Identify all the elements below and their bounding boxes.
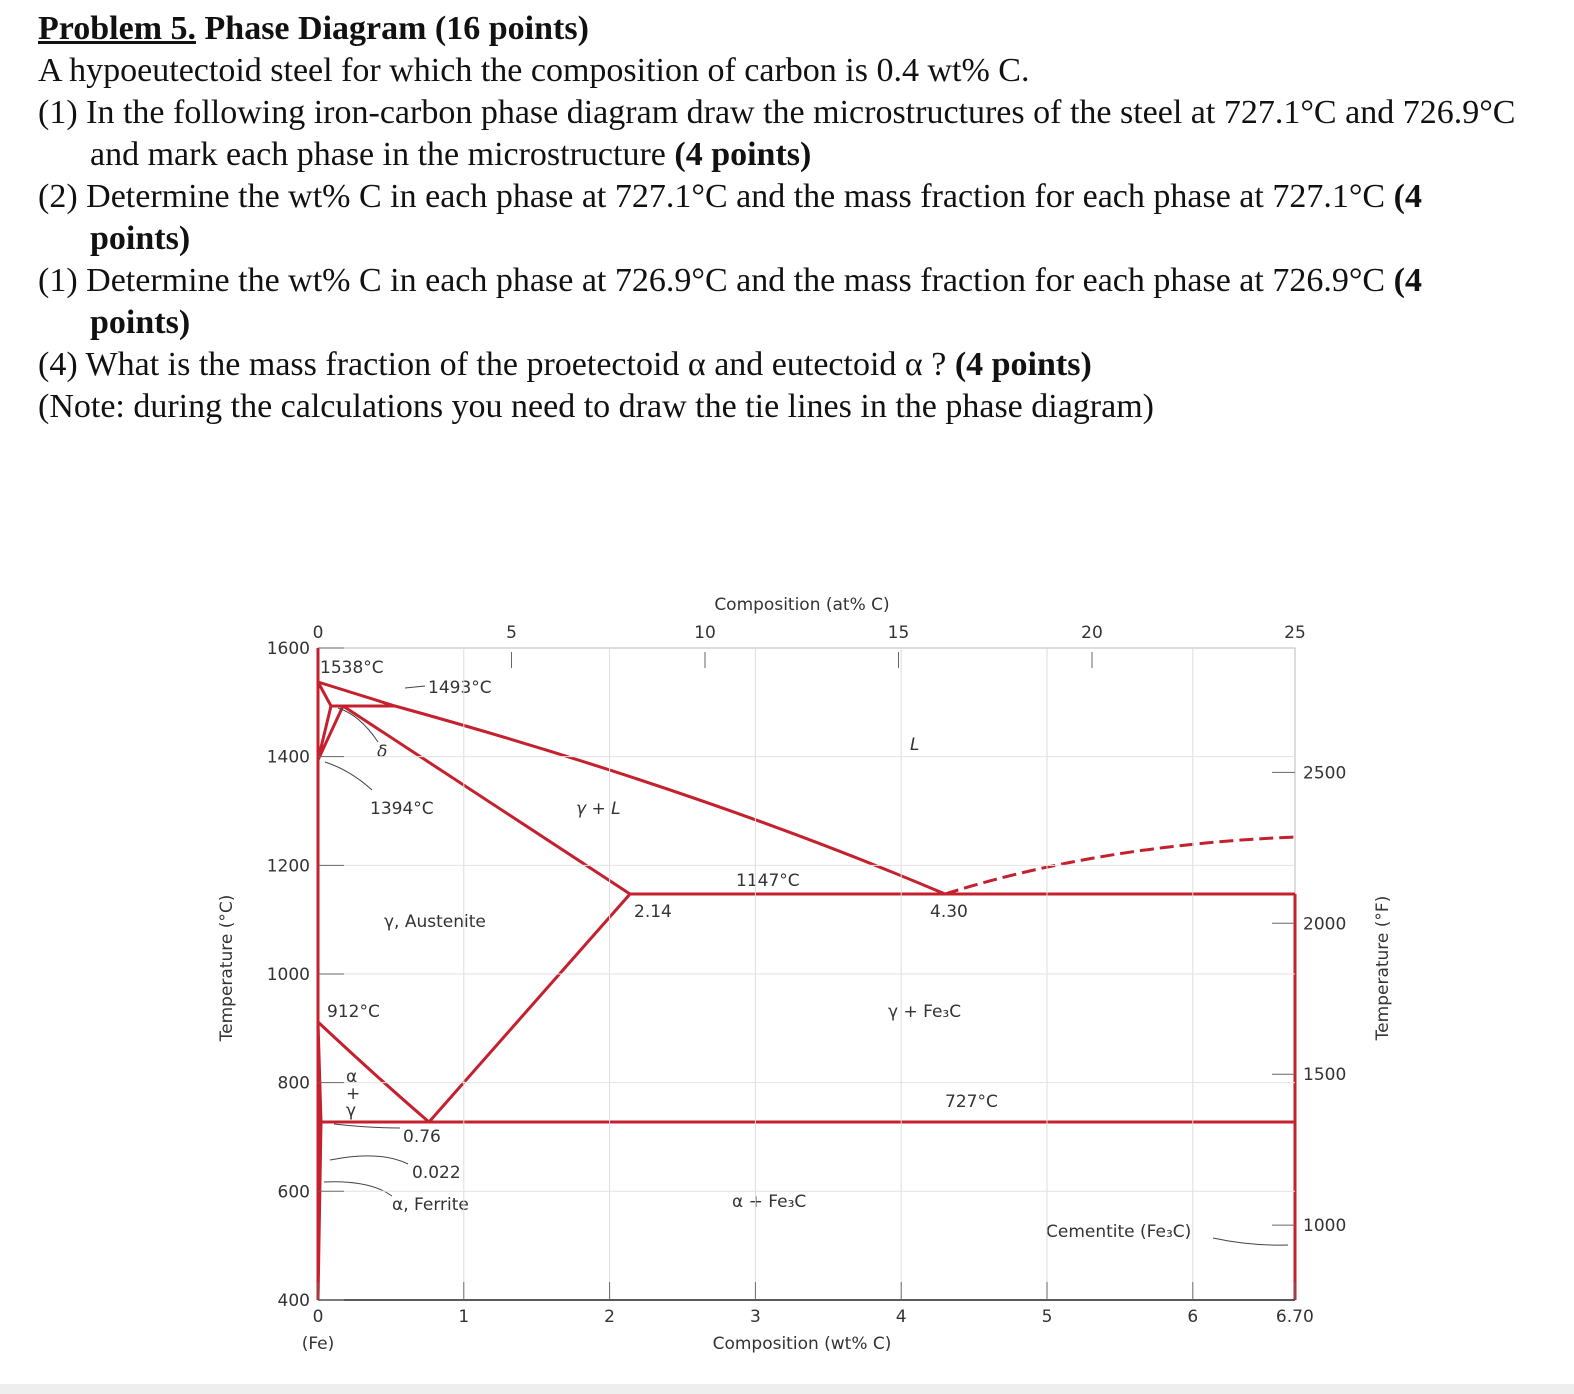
leader: [1212, 1237, 1289, 1246]
item: (4) What is the mass fraction of the pro…: [38, 344, 1518, 386]
x-tick-label: 1: [458, 1307, 469, 1327]
label: γ, Austenite: [384, 912, 486, 932]
label: γ: [346, 1101, 356, 1121]
y-tick-label: 600: [278, 1182, 310, 1202]
annotations: 1538°C 1493°C δ 1394°C L γ + L 1147°C 2.…: [217, 595, 1393, 1354]
label: 1493°C: [428, 678, 492, 698]
label: 1538°C: [320, 658, 384, 678]
x-tick-label: 2: [604, 1307, 615, 1327]
intro: A hypoeutectoid steel for which the comp…: [38, 52, 1030, 89]
item-points: (4 points): [90, 262, 1422, 341]
liquidus: [317, 680, 946, 896]
header: Problem 5. Phase Diagram (16 points): [38, 8, 1518, 50]
leader: [333, 1123, 401, 1129]
problem-number: Problem 5.: [38, 10, 197, 47]
at-tick-label: 5: [506, 623, 517, 643]
x-tick-label: 6: [1187, 1307, 1198, 1327]
label: α + Fe₃C: [732, 1192, 806, 1212]
label: 0.022: [412, 1163, 461, 1183]
at-tick-label: 0: [313, 623, 324, 643]
item: (1) In the following iron-carbon phase d…: [38, 92, 1518, 176]
label: +: [346, 1084, 360, 1104]
x-tick-label: 3: [750, 1307, 761, 1327]
item-label: (1): [38, 262, 78, 299]
leader: [329, 1155, 409, 1165]
axis-title: Composition (wt% C): [713, 1334, 892, 1354]
axis-title: Temperature (°C): [217, 895, 237, 1043]
y-tick-label: 1600: [267, 639, 310, 659]
item: (1) Determine the wt% C in each phase at…: [38, 260, 1518, 344]
y2-tick-label: 2500: [1303, 763, 1346, 783]
item-points: (4 points): [90, 178, 1422, 257]
item-label: (1): [38, 94, 78, 131]
item-text: What is the mass fraction of the proetec…: [85, 346, 947, 383]
label: 1394°C: [370, 799, 434, 819]
item-label: (4): [38, 346, 78, 383]
label: γ + Fe₃C: [888, 1002, 961, 1022]
leader: [323, 1181, 393, 1197]
y-tick-label: 800: [278, 1074, 310, 1094]
label: 1147°C: [736, 871, 800, 891]
leader: [337, 707, 379, 743]
bottom-strip: [0, 1384, 1574, 1394]
leader: [324, 761, 373, 791]
x-tick-label: 0: [313, 1307, 324, 1327]
axes: 0 1 2 3 4 5 6 6.70 0 5 10 15 20 25 400 600 800 1000 1200 14…: [267, 623, 1347, 1327]
y-tick-label: 400: [278, 1291, 310, 1311]
y2-tick-label: 1000: [1303, 1216, 1346, 1236]
label: 4.30: [930, 902, 968, 922]
phase-lines: [316, 681, 1297, 1301]
item-text: Determine the wt% C in each phase at 726…: [86, 262, 1386, 299]
item-points: (4 points): [954, 346, 1092, 383]
x-tick-label: 4: [896, 1307, 907, 1327]
y2-tick-label: 2000: [1303, 914, 1346, 934]
fe-label: (Fe): [302, 1334, 335, 1354]
label: γ + L: [576, 799, 621, 819]
label: α, Ferrite: [392, 1195, 469, 1215]
x-tick-label: 5: [1042, 1307, 1053, 1327]
label: α: [346, 1067, 357, 1087]
y-tick-label: 1400: [267, 748, 310, 768]
y2-tick-label: 1500: [1303, 1065, 1346, 1085]
problem-title: Phase Diagram (16 points): [204, 10, 589, 47]
label: 912°C: [327, 1002, 380, 1022]
note: (Note: during the calculations you need …: [38, 388, 1154, 425]
label: 2.14: [634, 902, 672, 922]
at-tick-label: 15: [888, 623, 910, 643]
label: 727°C: [945, 1092, 998, 1112]
at-tick-label: 20: [1081, 623, 1103, 643]
item-points: (4 points): [674, 136, 812, 173]
axis-title: Temperature (°F): [1373, 896, 1393, 1042]
item-text: In the following iron-carbon phase diagr…: [86, 94, 1516, 173]
y-tick-label: 1000: [267, 965, 310, 985]
problem-text: Problem 5. Phase Diagram (16 points) A h…: [38, 8, 1518, 428]
item-text: Determine the wt% C in each phase at 727…: [86, 178, 1386, 215]
leader: [404, 685, 426, 689]
label: Cementite (Fe₃C): [1046, 1222, 1191, 1242]
item: (2) Determine the wt% C in each phase at…: [38, 176, 1518, 260]
label: L: [910, 735, 919, 755]
items: (1) In the following iron-carbon phase d…: [38, 92, 1518, 386]
label: δ: [377, 742, 387, 762]
label: 0.76: [403, 1127, 441, 1147]
at-tick-label: 10: [694, 623, 716, 643]
y-tick-label: 1200: [267, 856, 310, 876]
at-tick-label: 25: [1284, 623, 1306, 643]
axis-title: Composition (at% C): [714, 595, 889, 615]
item-label: (2): [38, 178, 78, 215]
dashed-liquidus: [944, 835, 1296, 896]
leaders: [323, 685, 1289, 1246]
x-tick-label: 6.70: [1276, 1307, 1314, 1327]
